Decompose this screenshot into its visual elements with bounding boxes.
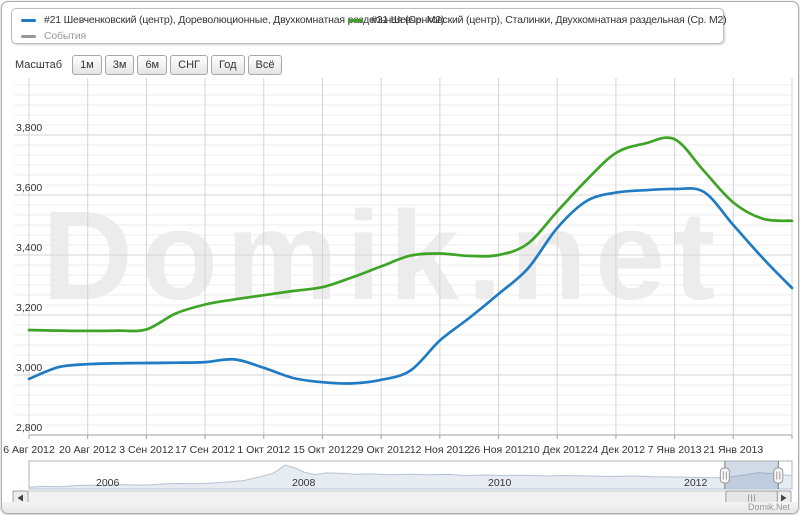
scrollbar-left-arrow-icon bbox=[17, 494, 23, 502]
x-axis-label: 17 Сен 2012 bbox=[175, 444, 235, 456]
series-marker-events bbox=[21, 35, 36, 38]
range-button-3m[interactable]: 3м bbox=[104, 55, 135, 75]
x-axis-label: 12 Ноя 2012 bbox=[410, 444, 470, 456]
y-axis-label: 3,600 bbox=[16, 182, 42, 194]
range-button-year[interactable]: Год bbox=[210, 55, 245, 75]
navigator-right-handle[interactable] bbox=[773, 467, 784, 484]
navigator-year-label: 2010 bbox=[488, 477, 512, 489]
x-axis-label: 26 Ноя 2012 bbox=[469, 444, 529, 456]
x-axis-label: 7 Янв 2013 bbox=[648, 444, 702, 456]
navigator-year-label: 2008 bbox=[292, 477, 316, 489]
range-button-6m[interactable]: 6м bbox=[137, 55, 168, 75]
legend-label: События bbox=[44, 30, 86, 42]
y-axis-label: 3,400 bbox=[16, 242, 42, 254]
scrollbar-right-arrow-icon bbox=[781, 494, 787, 502]
x-axis-label: 29 Окт 2012 bbox=[352, 444, 411, 456]
bottom-band: Domik.Net bbox=[2, 502, 798, 513]
credit-link[interactable]: Domik.Net bbox=[747, 502, 790, 512]
x-axis-label: 24 Дек 2012 bbox=[587, 444, 646, 456]
y-axis-label: 2,800 bbox=[16, 422, 42, 434]
legend-label: #21 Шевченковский (центр), Сталинки, Дву… bbox=[371, 14, 727, 26]
series-line-dorevolutsionnye bbox=[27, 187, 794, 385]
range-button-1m[interactable]: 1м bbox=[72, 55, 102, 75]
x-axis-label: 10 Дек 2012 bbox=[528, 444, 587, 456]
legend-label: #21 Шевченковский (центр), Дореволюционн… bbox=[44, 14, 445, 26]
x-axis-label: 20 Авг 2012 bbox=[59, 444, 116, 456]
navigator-area bbox=[28, 464, 793, 490]
series-marker-green bbox=[348, 19, 363, 22]
navigator-selection[interactable] bbox=[724, 461, 779, 489]
navigator-left-handle[interactable] bbox=[719, 467, 730, 484]
y-axis-label: 3,800 bbox=[16, 122, 42, 134]
y-axis-label: 3,000 bbox=[16, 362, 42, 374]
x-axis-label: 21 Янв 2013 bbox=[703, 444, 763, 456]
range-button-ytd[interactable]: СНГ bbox=[170, 55, 208, 75]
range-button-all[interactable]: Всё bbox=[247, 55, 283, 75]
x-axis-label: 3 Сен 2012 bbox=[119, 444, 173, 456]
x-axis-label: 6 Авг 2012 bbox=[3, 444, 55, 456]
legend-box: #21 Шевченковский (центр), Дореволюционн… bbox=[11, 8, 727, 44]
range-selector-label: Масштаб bbox=[15, 59, 63, 71]
y-axis-label: 3,200 bbox=[16, 302, 42, 314]
x-axis-label: 15 Окт 2012 bbox=[293, 444, 352, 456]
navigator-year-label: 2012 bbox=[684, 477, 708, 489]
series-marker-blue bbox=[21, 19, 36, 22]
x-axis-label: 1 Окт 2012 bbox=[237, 444, 290, 456]
series-line-stalinki bbox=[27, 136, 794, 333]
navigator-year-label: 2006 bbox=[96, 477, 120, 489]
range-selector: Масштаб 1м 3м 6м СНГ Год Всё bbox=[15, 54, 285, 76]
